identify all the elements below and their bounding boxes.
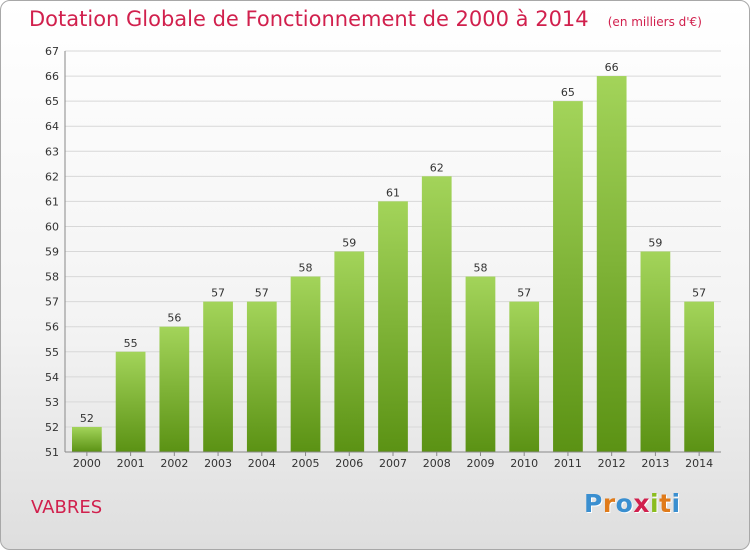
x-tick-label: 2009 — [466, 457, 494, 470]
x-tick-label: 2002 — [160, 457, 188, 470]
logo-letter: o — [615, 489, 634, 518]
bar-value-label: 57 — [692, 287, 706, 300]
bar — [246, 301, 277, 452]
chart-header: Dotation Globale de Fonctionnement de 20… — [29, 7, 702, 31]
logo-letter: P — [584, 489, 603, 518]
y-tick-label: 52 — [45, 421, 59, 434]
y-tick-label: 67 — [45, 45, 59, 58]
commune-name: VABRES — [31, 497, 103, 518]
bar-value-label: 65 — [561, 86, 575, 99]
chart-subtitle: (en milliers d'€) — [607, 15, 702, 29]
bar — [203, 301, 233, 452]
bar-value-label: 57 — [517, 287, 531, 300]
logo-letter: t — [659, 489, 672, 518]
x-tick-label: 2001 — [117, 457, 145, 470]
bar — [71, 426, 102, 452]
bar-value-label: 52 — [80, 412, 94, 425]
bar-value-label: 56 — [167, 312, 181, 325]
y-tick-label: 60 — [45, 220, 59, 233]
x-tick-label: 2014 — [685, 457, 713, 470]
y-tick-label: 64 — [45, 120, 59, 133]
bar — [334, 251, 365, 452]
bar — [421, 176, 452, 452]
bar — [684, 301, 715, 452]
y-tick-label: 61 — [45, 195, 59, 208]
y-tick-label: 66 — [45, 70, 59, 83]
y-tick-label: 57 — [45, 296, 59, 309]
y-tick-label: 56 — [45, 321, 59, 334]
bar — [465, 276, 496, 452]
bar-value-label: 58 — [299, 262, 313, 275]
logo-letter: x — [633, 489, 650, 518]
x-tick-label: 2008 — [423, 457, 451, 470]
bar-value-label: 62 — [430, 161, 444, 174]
y-tick-label: 51 — [45, 446, 59, 459]
bar — [553, 101, 583, 452]
bar — [596, 76, 627, 452]
chart-title: Dotation Globale de Fonctionnement de 20… — [29, 7, 589, 31]
y-axis: 51 52 53 54 55 56 57 58 59 60 61 62 63 64 65 66 67 — [45, 45, 66, 459]
x-tick-label: 2000 — [73, 457, 101, 470]
bars: 52 55 56 57 57 58 59 61 62 58 57 65 66 59 57 — [71, 61, 715, 452]
logo-letter: i — [650, 489, 660, 518]
x-tick-label: 2007 — [379, 457, 407, 470]
bar — [378, 201, 408, 452]
x-tick-label: 2010 — [510, 457, 538, 470]
y-tick-label: 59 — [45, 246, 59, 259]
x-tick-label: 2012 — [598, 457, 626, 470]
x-tick-label: 2004 — [248, 457, 276, 470]
bar-value-label: 59 — [342, 237, 356, 250]
x-tick-label: 2005 — [292, 457, 320, 470]
bar-value-label: 55 — [124, 337, 138, 350]
y-tick-label: 65 — [45, 95, 59, 108]
bar — [290, 276, 321, 452]
bar — [640, 251, 671, 452]
y-tick-label: 62 — [45, 170, 59, 183]
x-tick-label: 2003 — [204, 457, 232, 470]
bar — [115, 351, 146, 452]
y-tick-label: 63 — [45, 145, 59, 158]
bar-value-label: 57 — [211, 287, 225, 300]
bar-value-label: 66 — [605, 61, 619, 74]
y-tick-label: 53 — [45, 396, 59, 409]
y-tick-label: 55 — [45, 346, 59, 359]
y-tick-label: 58 — [45, 271, 59, 284]
bar-value-label: 57 — [255, 287, 269, 300]
logo-letter: i — [671, 489, 681, 518]
x-tick-label: 2013 — [641, 457, 669, 470]
bar-value-label: 61 — [386, 186, 400, 199]
bar-value-label: 59 — [648, 237, 662, 250]
bar — [509, 301, 540, 452]
x-axis: 2000 2001 2002 2003 2004 2005 2006 2007 2008 2009… — [65, 451, 721, 470]
x-tick-label: 2006 — [335, 457, 363, 470]
x-tick-label: 2011 — [554, 457, 582, 470]
y-tick-label: 54 — [45, 371, 59, 384]
proxiti-logo: Proxiti — [584, 489, 681, 518]
logo-letter: r — [602, 489, 616, 518]
bar — [159, 326, 190, 452]
bar-value-label: 58 — [473, 262, 487, 275]
